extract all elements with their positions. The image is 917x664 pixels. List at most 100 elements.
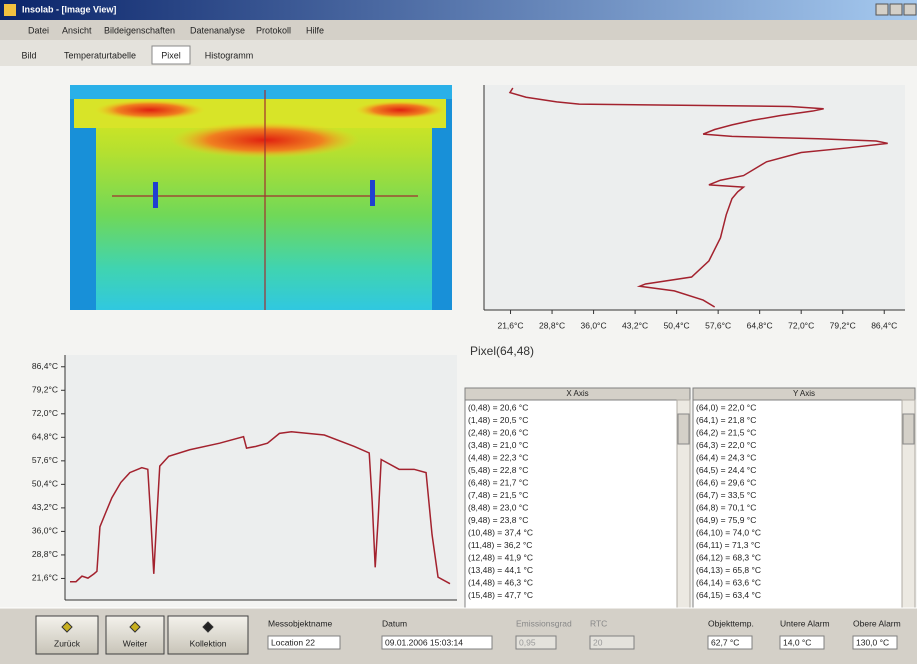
y-tick-label: 57,6°C (32, 455, 58, 465)
list-row[interactable]: (14,48) = 46,3 °C (468, 577, 533, 587)
minimize-button[interactable] (876, 4, 888, 15)
tab-label[interactable]: Pixel (161, 50, 181, 60)
tab-label[interactable]: Histogramm (205, 50, 254, 60)
menu-item[interactable]: Datenanalyse (190, 25, 245, 35)
y-tick-label: 86,4°C (32, 361, 58, 371)
x-tick-label: 21,6°C (497, 320, 523, 330)
window-controls[interactable] (876, 4, 916, 15)
plot-area (65, 355, 457, 600)
window-title: Insolab - [Image View] (22, 4, 116, 14)
list-row[interactable]: (2,48) = 20,6 °C (468, 427, 528, 437)
title-bar (0, 0, 917, 20)
list-row[interactable]: (64,10) = 74,0 °C (696, 527, 761, 537)
marker (153, 182, 158, 208)
list-row[interactable]: (12,48) = 41,9 °C (468, 552, 533, 562)
list-row[interactable]: (7,48) = 21,5 °C (468, 490, 528, 500)
x-tick-label: 72,0°C (788, 320, 814, 330)
x-tick-label: 57,6°C (705, 320, 731, 330)
list-row[interactable]: (64,12) = 68,3 °C (696, 552, 761, 562)
list-row[interactable]: (6,48) = 21,7 °C (468, 477, 528, 487)
field-value[interactable]: 20 (593, 637, 603, 647)
list-row[interactable]: (64,8) = 70,1 °C (696, 502, 756, 512)
field-value[interactable]: 14,0 °C (783, 637, 811, 647)
field-label: Obere Alarm (853, 618, 901, 628)
marker (370, 180, 375, 206)
field-label: RTC (590, 618, 607, 628)
field-label: Emissionsgrad (516, 618, 572, 628)
y-tick-label: 50,4°C (32, 479, 58, 489)
field-label: Messobjektname (268, 618, 333, 628)
field-value[interactable]: 130,0 °C (856, 637, 889, 647)
menu-item[interactable]: Bildeigenschaften (104, 25, 175, 35)
hot-spot (95, 100, 205, 120)
list-row[interactable]: (64,13) = 65,8 °C (696, 565, 761, 575)
menu-item[interactable]: Ansicht (62, 25, 92, 35)
y-tick-label: 72,0°C (32, 408, 58, 418)
list-row[interactable]: (5,48) = 22,8 °C (468, 465, 528, 475)
button-label[interactable]: Kollektion (190, 638, 227, 648)
list-row[interactable]: (64,6) = 29,6 °C (696, 477, 756, 487)
close-button[interactable] (904, 4, 916, 15)
list-row[interactable]: (8,48) = 23,0 °C (468, 502, 528, 512)
list-row[interactable]: (64,14) = 63,6 °C (696, 577, 761, 587)
list-row[interactable]: (0,48) = 20,6 °C (468, 402, 528, 412)
x-tick-label: 43,2°C (622, 320, 648, 330)
list-row[interactable]: (64,5) = 24,4 °C (696, 465, 756, 475)
list-row[interactable]: (4,48) = 22,3 °C (468, 452, 528, 462)
list-row[interactable]: (64,11) = 71,3 °C (696, 540, 760, 550)
list-header-label: X Axis (566, 389, 588, 398)
image-edge (70, 85, 452, 99)
menu-item[interactable]: Datei (28, 25, 49, 35)
y-tick-label: 79,2°C (32, 385, 58, 395)
menu-item[interactable]: Protokoll (256, 25, 291, 35)
y-tick-label: 21,6°C (32, 573, 58, 583)
x-tick-label: 86,4°C (871, 320, 897, 330)
x-tick-label: 79,2°C (830, 320, 856, 330)
x-tick-label: 36,0°C (581, 320, 607, 330)
list-row[interactable]: (11,48) = 36,2 °C (468, 540, 532, 550)
y-tick-label: 36,0°C (32, 526, 58, 536)
list-row[interactable]: (13,48) = 44,1 °C (468, 565, 533, 575)
plot-area (484, 85, 905, 310)
list-row[interactable]: (64,2) = 21,5 °C (696, 427, 756, 437)
tab-label[interactable]: Bild (21, 50, 36, 60)
field-value[interactable]: 09.01.2006 15:03:14 (385, 637, 463, 647)
y-tick-label: 28,8°C (32, 549, 58, 559)
list-row[interactable]: (64,15) = 63,4 °C (696, 590, 761, 600)
list-row[interactable]: (1,48) = 20,5 °C (468, 415, 528, 425)
x-tick-label: 28,8°C (539, 320, 565, 330)
scroll-thumb[interactable] (903, 414, 914, 444)
list-row[interactable]: (3,48) = 21,0 °C (468, 440, 528, 450)
field-label: Objekttemp. (708, 618, 754, 628)
field-value[interactable]: 0,95 (519, 637, 536, 647)
list-row[interactable]: (64,3) = 22,0 °C (696, 440, 756, 450)
list-row[interactable]: (64,7) = 33,5 °C (696, 490, 756, 500)
y-tick-label: 43,2°C (32, 502, 58, 512)
app-window: Insolab - [Image View] Datei Ansicht Bilde… (0, 0, 917, 664)
app-icon (4, 4, 16, 16)
field-label: Untere Alarm (780, 618, 830, 628)
field-value[interactable]: Location 22 (271, 637, 315, 647)
page: Insolab - [Image View] Datei Ansicht Bilde… (0, 0, 917, 664)
x-tick-label: 64,8°C (747, 320, 773, 330)
hot-spot (355, 101, 445, 119)
button-label[interactable]: Weiter (123, 638, 148, 648)
menu-item[interactable]: Hilfe (306, 25, 324, 35)
pixel-label: Pixel(64,48) (470, 344, 534, 358)
field-label: Datum (382, 618, 407, 628)
list-header-label: Y Axis (793, 389, 815, 398)
thermal-image (70, 85, 452, 310)
list-row[interactable]: (64,1) = 21,8 °C (696, 415, 756, 425)
tab-label[interactable]: Temperaturtabelle (64, 50, 136, 60)
scroll-thumb[interactable] (678, 414, 689, 444)
y-tick-label: 64,8°C (32, 432, 58, 442)
button-label[interactable]: Zurück (54, 638, 81, 648)
list-row[interactable]: (64,4) = 24,3 °C (696, 452, 756, 462)
list-row[interactable]: (15,48) = 47,7 °C (468, 590, 533, 600)
list-row[interactable]: (64,0) = 22,0 °C (696, 402, 756, 412)
maximize-button[interactable] (890, 4, 902, 15)
list-row[interactable]: (10,48) = 37,4 °C (468, 527, 533, 537)
field-value[interactable]: 62,7 °C (711, 637, 739, 647)
list-row[interactable]: (64,9) = 75,9 °C (696, 515, 756, 525)
list-row[interactable]: (9,48) = 23,8 °C (468, 515, 528, 525)
